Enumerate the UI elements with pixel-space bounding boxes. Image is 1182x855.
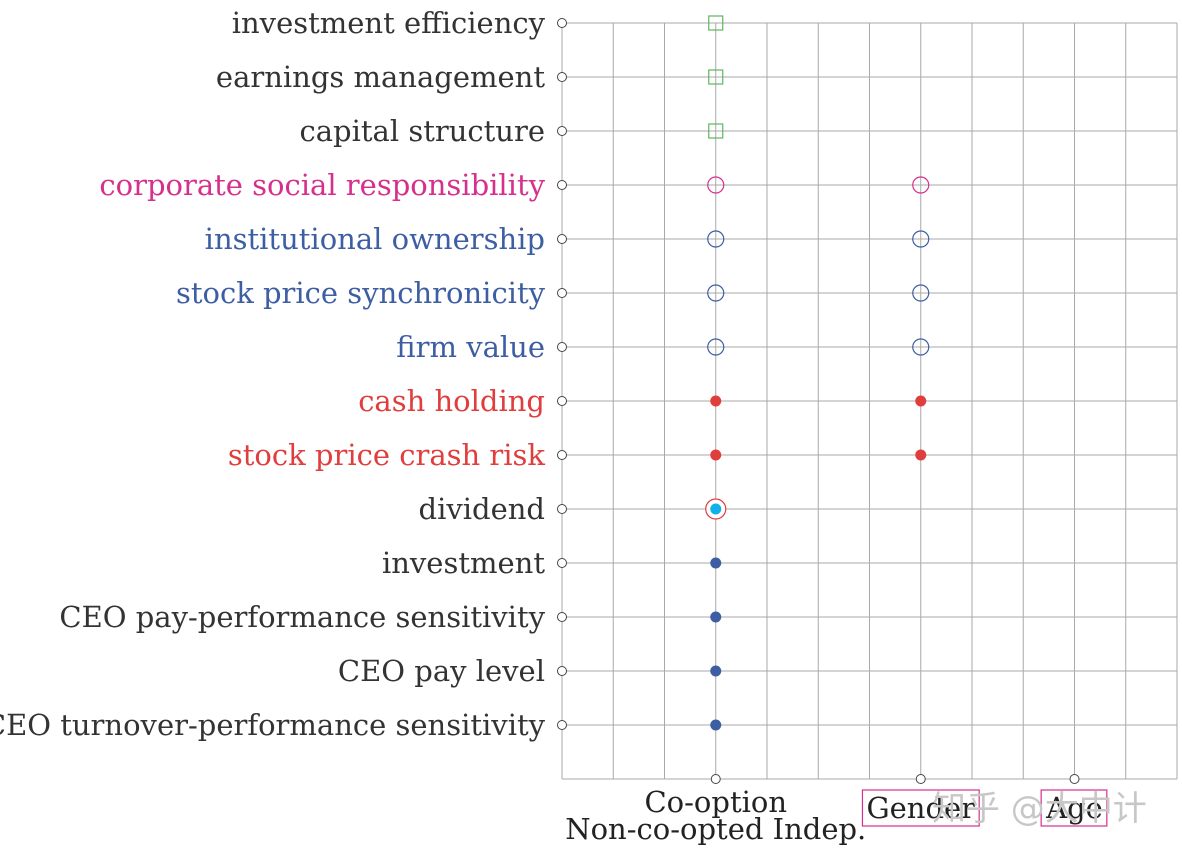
marker-open-circle <box>707 338 725 356</box>
y-tick-marker <box>557 666 567 676</box>
y-tick-label: stock price synchronicity <box>176 276 546 310</box>
y-tick-label: earnings management <box>216 60 545 94</box>
marker-open-circle <box>707 176 725 194</box>
x-tick-marker <box>710 774 721 784</box>
marker-dot <box>915 395 927 407</box>
y-tick-marker <box>557 180 567 190</box>
markers <box>705 15 930 731</box>
x-tick-label-box <box>861 789 980 827</box>
watermark: 知乎 @大中计 <box>932 789 1147 829</box>
y-tick-label: investment <box>382 546 545 580</box>
y-tick-marker <box>557 288 567 298</box>
y-tick-marker <box>557 234 567 244</box>
marker-open-circle <box>912 230 930 248</box>
marker-open-circle <box>912 176 930 194</box>
x-tick-marker <box>915 774 926 784</box>
x-tick-marker <box>1069 774 1080 784</box>
marker-dot <box>710 503 722 515</box>
x-tick-label: Non-co-opted Indep. <box>565 812 866 846</box>
marker-open-circle <box>912 338 930 356</box>
marker-dot <box>915 449 927 461</box>
y-tick-marker <box>557 720 567 730</box>
marker-dot <box>710 395 722 407</box>
y-tick-label: CEO pay-performance sensitivity <box>59 600 545 634</box>
marker-dot <box>710 611 722 623</box>
grid <box>561 22 1178 780</box>
y-tick-label: cash holding <box>358 384 545 418</box>
x-tick-label: Co-option <box>644 785 787 819</box>
y-tick-marker <box>557 558 567 568</box>
marker-open-circle <box>707 230 725 248</box>
y-tick-label: capital structure <box>300 114 545 148</box>
y-tick-marker <box>557 18 567 28</box>
y-tick-label: institutional ownership <box>205 222 545 256</box>
marker-square <box>708 69 724 85</box>
y-tick-marker <box>557 342 567 352</box>
y-tick-marker <box>557 450 567 460</box>
y-axis-ticks <box>557 18 567 730</box>
marker-open-circle <box>707 284 725 302</box>
marker-square <box>708 15 724 31</box>
y-tick-marker <box>557 126 567 136</box>
marker-dot <box>710 665 722 677</box>
y-tick-marker <box>557 72 567 82</box>
y-tick-marker <box>557 612 567 622</box>
y-tick-label: corporate social responsibility <box>99 168 545 202</box>
y-axis-labels: investment efficiency earnings management… <box>0 6 546 742</box>
y-tick-label: CEO turnover-performance sensitivity <box>0 708 546 742</box>
y-tick-label: CEO pay level <box>338 654 545 688</box>
y-tick-label: firm value <box>396 330 545 364</box>
x-tick-label: Age <box>1045 791 1103 825</box>
marker-open-circle <box>912 284 930 302</box>
y-tick-label: stock price crash risk <box>228 438 546 472</box>
x-tick-label: Gender <box>866 791 975 825</box>
marker-square <box>708 123 724 139</box>
x-tick-label-box <box>1040 789 1108 827</box>
y-tick-marker <box>557 396 567 406</box>
y-tick-label: investment efficiency <box>232 6 546 40</box>
y-tick-marker <box>557 504 567 514</box>
y-tick-label: dividend <box>419 492 545 526</box>
marker-dot <box>710 719 722 731</box>
marker-dot <box>710 449 722 461</box>
marker-dot <box>710 557 722 569</box>
